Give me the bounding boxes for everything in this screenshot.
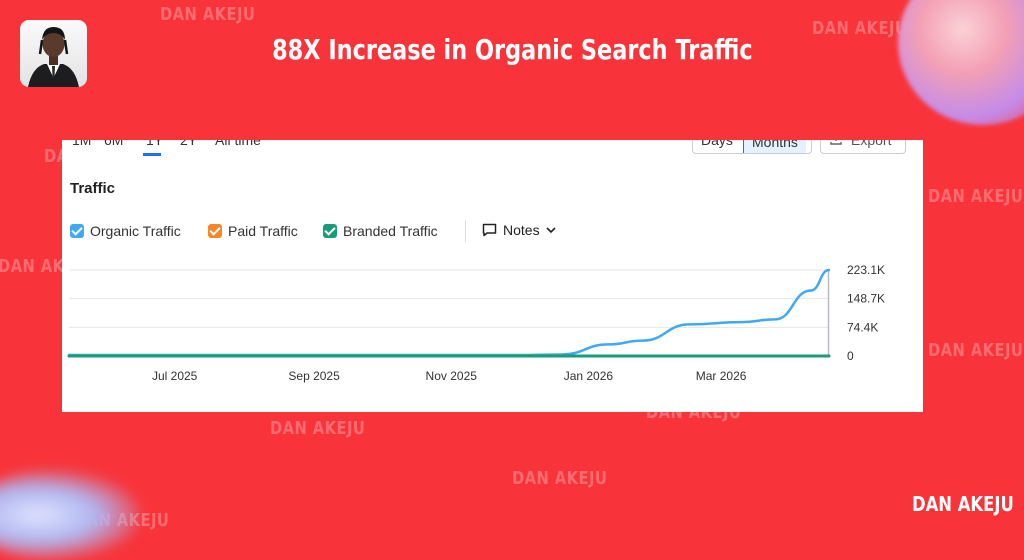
range-1y[interactable]: 1Y (146, 140, 164, 148)
watermark: DAN AKEJU (160, 4, 256, 25)
watermark: DAN AKEJU (928, 186, 1024, 207)
checkbox-icon (70, 224, 84, 238)
legend-branded-traffic[interactable]: Branded Traffic (323, 223, 438, 239)
traffic-chart: 223.1K 148.7K 74.4K 0 Jul 2025 Sep 2025 Nov 20… (67, 263, 885, 383)
chevron-down-icon (546, 226, 556, 234)
x-tick-label: Sep 2025 (288, 369, 340, 383)
y-tick-label: 223.1K (847, 263, 885, 277)
export-button[interactable]: Export (820, 140, 906, 154)
avatar (20, 20, 87, 87)
brand-logo-text: DAN AKEJU (912, 492, 1014, 516)
notes-label: Notes (503, 222, 540, 238)
x-tick-label: Jul 2025 (152, 369, 198, 383)
page-title: 88X Increase in Organic Search Traffic (271, 33, 753, 66)
legend-label: Organic Traffic (90, 223, 181, 239)
range-all-time[interactable]: All time (215, 140, 261, 148)
x-tick-label: Nov 2025 (426, 369, 478, 383)
watermark: DAN AKEJU (270, 418, 366, 439)
range-2y[interactable]: 2Y (180, 140, 198, 148)
checkbox-icon (208, 224, 222, 238)
range-6m[interactable]: 6M (104, 140, 124, 148)
y-tick-label: 148.7K (847, 292, 885, 306)
export-label: Export (851, 140, 892, 148)
watermark: DAN AKEJU (812, 18, 908, 39)
decorative-orb (0, 470, 140, 560)
granularity-months[interactable]: Months (743, 140, 806, 153)
active-range-indicator (143, 153, 161, 156)
legend-divider (465, 220, 466, 242)
granularity-days[interactable]: Days (701, 140, 733, 148)
legend-paid-traffic[interactable]: Paid Traffic (208, 223, 298, 239)
watermark: DAN AKEJU (512, 468, 608, 489)
y-tick-label: 74.4K (847, 320, 878, 334)
x-tick-label: Jan 2026 (564, 369, 614, 383)
legend-organic-traffic[interactable]: Organic Traffic (70, 223, 181, 239)
granularity-toggle: Days Months (692, 140, 812, 154)
traffic-card: 1M 6M 1Y 2Y All time Days Months Export … (62, 140, 923, 412)
checkbox-icon (323, 224, 337, 238)
legend-label: Paid Traffic (228, 223, 298, 239)
x-tick-label: Mar 2026 (696, 369, 747, 383)
series-line-organic-traffic (67, 268, 831, 357)
notes-dropdown[interactable]: Notes (482, 222, 556, 238)
traffic-heading: Traffic (70, 180, 116, 197)
export-icon (829, 140, 843, 149)
legend-label: Branded Traffic (343, 223, 438, 239)
watermark: DAN AKEJU (928, 340, 1024, 361)
range-1m[interactable]: 1M (72, 140, 92, 148)
comment-icon (482, 223, 497, 237)
y-tick-label: 0 (847, 349, 854, 363)
